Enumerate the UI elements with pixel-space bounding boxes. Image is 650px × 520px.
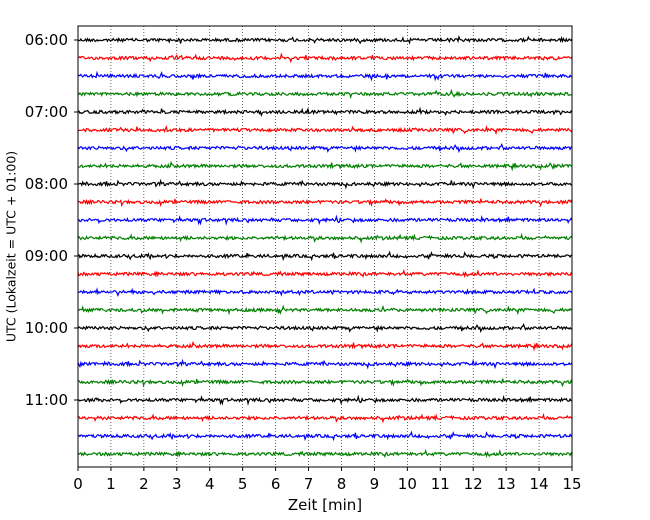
trace-line [77,178,573,190]
seismic-traces [77,34,573,459]
trace-line [77,106,573,118]
trace-line [77,340,573,352]
x-tick-label: 12 [464,475,483,493]
x-tick-label: 7 [304,475,314,493]
x-tick-label: 3 [172,475,182,493]
x-tick-label: 1 [106,475,116,493]
x-tick-label: 0 [73,475,83,493]
trace-line [77,70,573,82]
x-tick-label: 2 [139,475,149,493]
y-tick-label: 11:00 [25,391,68,409]
trace-line [77,430,573,442]
trace-line [77,88,573,100]
x-tick-label: 15 [562,475,581,493]
trace-line [77,412,573,424]
x-tick-label: 6 [271,475,281,493]
trace-line [77,448,573,459]
y-axis-title: UTC (Lokalzeit = UTC + 01:00) [4,151,19,342]
x-tick-label: 14 [530,475,549,493]
y-tick-label: 06:00 [25,31,68,49]
trace-line [77,232,573,244]
trace-line [77,358,573,370]
trace-line [77,287,573,298]
plot-frame [77,25,573,468]
trace-line [77,250,573,262]
y-tick-label: 10:00 [25,319,68,337]
x-tick-label: 13 [497,475,516,493]
trace-line [77,323,573,334]
trace-line [77,304,573,316]
x-tick-label: 4 [205,475,215,493]
trace-line [77,34,573,45]
x-tick-label: 11 [431,475,450,493]
x-axis-title: Zeit [min] [288,496,362,514]
y-tick-label: 09:00 [25,247,68,265]
trace-line [77,198,573,208]
x-tick-label: 9 [370,475,380,493]
trace-line [77,160,573,172]
y-tick-label: 08:00 [25,175,68,193]
x-tick-label: 8 [337,475,347,493]
trace-line [77,268,573,279]
trace-line [77,394,573,406]
y-tick-label: 07:00 [25,103,68,121]
trace-line [77,214,573,226]
trace-line [77,52,573,64]
y-axis-ticks: 06:00 07:00 08:00 09:00 10:00 11:00 [25,31,78,409]
trace-line [77,143,573,154]
x-tick-label: 5 [238,475,248,493]
x-tick-label: 10 [398,475,417,493]
x-axis-ticks: 0 1 2 3 4 5 6 7 8 9 10 11 12 13 14 15 [73,467,582,493]
trace-line [77,125,573,136]
trace-line [77,378,573,388]
